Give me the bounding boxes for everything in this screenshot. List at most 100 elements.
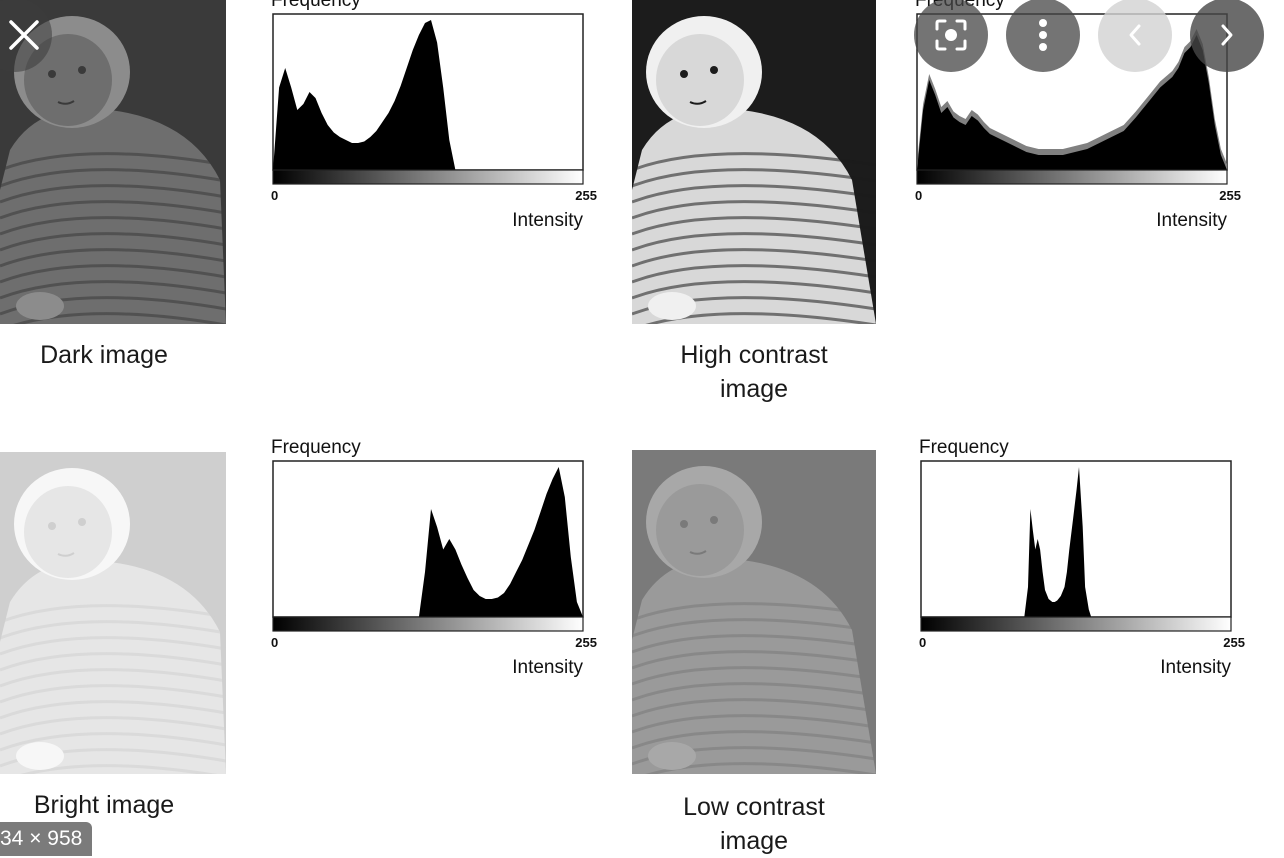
histogram-bright: Frequency 0 255 Intensity <box>266 437 606 678</box>
intensity-label: Intensity <box>512 657 583 678</box>
intensity-label: Intensity <box>1160 657 1231 678</box>
more-vert-icon <box>1039 19 1047 51</box>
baby-mouth <box>57 552 75 557</box>
intensity-label: Intensity <box>1156 210 1227 231</box>
shirt-stripe <box>13 312 226 324</box>
photo-dark <box>0 0 226 324</box>
shirt-stripe <box>632 698 876 718</box>
shirt-stripe <box>0 200 226 220</box>
baby-eye <box>710 516 718 524</box>
shirt-stripe <box>0 168 226 188</box>
intensity-gradient-bar <box>916 169 1228 185</box>
shirt-stripe <box>0 716 226 736</box>
shirt-stripe <box>632 168 876 188</box>
intensity-gradient-bar <box>272 169 584 185</box>
shirt-stripe <box>632 602 876 622</box>
shirt-stripe <box>632 666 876 686</box>
tick-label-min: 0 <box>271 635 278 650</box>
baby-mouth <box>689 100 707 105</box>
close-icon <box>9 20 39 50</box>
baby-eye <box>48 522 56 530</box>
photo-high-contrast <box>632 0 876 324</box>
shirt-stripe <box>632 650 876 670</box>
shirt-stripe <box>0 684 226 704</box>
histogram-area <box>273 467 583 617</box>
baby-eye <box>680 70 688 78</box>
intensity-gradient-bar <box>272 616 584 632</box>
photo-bright <box>0 452 226 774</box>
baby-eye <box>710 66 718 74</box>
frequency-label: Frequency <box>271 437 361 458</box>
chevron-right-icon <box>1221 24 1233 46</box>
caption-dark: Dark image <box>40 341 168 369</box>
shirt-stripe <box>632 152 876 172</box>
more-options-button[interactable] <box>1006 0 1080 72</box>
shirt-stripe <box>632 730 876 750</box>
shirt-stripe <box>0 248 226 268</box>
shirt-stripe <box>0 280 226 300</box>
shirt-stripe <box>0 216 226 236</box>
histogram-area <box>917 35 1227 170</box>
baby-hand <box>648 742 696 770</box>
shirt-stripe <box>0 152 226 172</box>
shirt-stripe <box>645 312 876 324</box>
shirt-stripe <box>632 264 876 284</box>
previous-button[interactable] <box>1098 0 1172 72</box>
shirt-stripe <box>632 682 876 702</box>
caption-high-contrast: High contrast image <box>680 341 828 403</box>
intensity-gradient-bar <box>920 616 1232 632</box>
shirt-stripe <box>0 620 226 640</box>
histogram-dark: Frequency 0 255 Intensity <box>266 0 606 231</box>
tick-label-max: 255 <box>575 188 597 203</box>
shirt-stripe <box>0 636 226 656</box>
histogram-low-contrast: Frequency 0 255 Intensity <box>914 437 1254 678</box>
shirt-stripe <box>632 248 876 268</box>
shirt-stripe <box>0 732 226 752</box>
baby-hand <box>16 742 64 770</box>
lens-icon <box>935 19 967 51</box>
image-dimensions-badge: 34 × 958 <box>0 822 93 856</box>
shirt-stripe <box>0 232 226 252</box>
tick-label-min: 0 <box>271 188 278 203</box>
tick-label-min: 0 <box>915 188 922 203</box>
shirt-stripe <box>20 764 217 774</box>
shirt-stripe <box>0 264 226 284</box>
next-button[interactable] <box>1190 0 1264 72</box>
tick-label-max: 255 <box>1219 188 1241 203</box>
frequency-label: Frequency <box>919 437 1009 458</box>
shirt-stripe <box>0 184 226 204</box>
baby-face <box>656 484 744 576</box>
caption-low-contrast: Low contrast image <box>683 793 825 855</box>
shirt-stripe <box>632 232 876 252</box>
caption-bright: Bright image <box>33 791 175 819</box>
baby-hand <box>648 292 696 320</box>
tick-label-max: 255 <box>575 635 597 650</box>
shirt-stripe <box>632 216 876 236</box>
baby-eye <box>48 70 56 78</box>
shirt-stripe <box>632 200 876 220</box>
photo-low-contrast <box>632 450 876 774</box>
chevron-left-icon <box>1129 24 1141 46</box>
baby-eye <box>680 520 688 528</box>
lens-button[interactable] <box>914 0 988 72</box>
shirt-stripe <box>0 700 226 720</box>
shirt-stripe <box>0 604 226 624</box>
baby-hand <box>16 292 64 320</box>
image-dimensions-text: 34 × 958 <box>0 827 83 850</box>
baby-mouth <box>689 550 707 555</box>
baby-face <box>24 34 112 126</box>
shirt-stripe <box>0 652 226 672</box>
tick-label-min: 0 <box>919 635 926 650</box>
baby-mouth <box>57 100 75 105</box>
shirt-stripe <box>632 618 876 638</box>
shirt-stripe <box>645 762 876 774</box>
baby-face <box>656 34 744 126</box>
baby-face <box>24 486 112 578</box>
histogram-area <box>273 20 583 170</box>
baby-eye <box>78 66 86 74</box>
shirt-stripe <box>0 668 226 688</box>
shirt-stripe <box>632 634 876 654</box>
intensity-label: Intensity <box>512 210 583 231</box>
frequency-label: Frequency <box>271 0 361 11</box>
tick-label-max: 255 <box>1223 635 1245 650</box>
